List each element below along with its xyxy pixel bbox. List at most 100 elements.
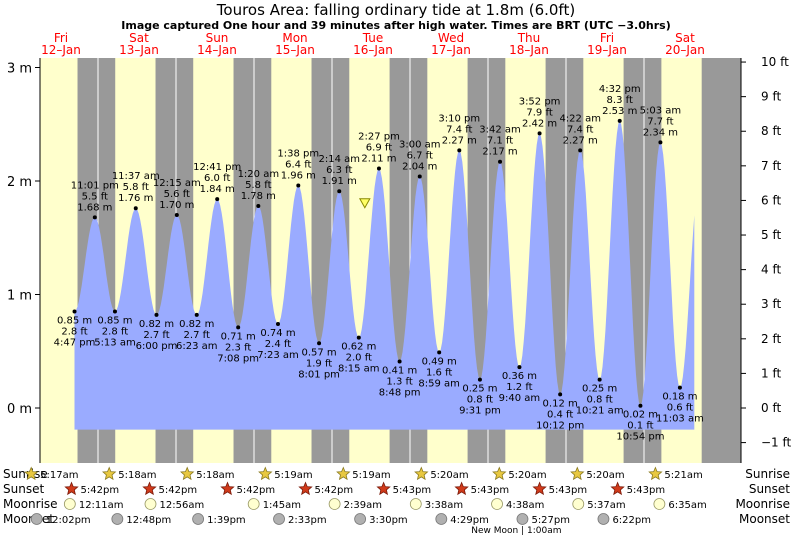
extreme-feet: 7.4 ft	[567, 124, 593, 135]
extreme-meters: 0.12 m	[543, 398, 578, 409]
extreme-feet: 2.3 ft	[225, 342, 251, 353]
extreme-meters: 0.62 m	[341, 342, 376, 353]
extreme-time: 9:31 pm	[459, 406, 501, 417]
extreme-meters: 1.68 m	[77, 202, 112, 213]
astro-row-label-right: Sunrise	[745, 467, 790, 481]
moonrise-icon	[247, 498, 260, 510]
extreme-point	[677, 385, 682, 390]
extreme-time: 3:10 pm	[438, 113, 480, 124]
day-name: Sat	[129, 31, 149, 45]
extreme-meters: 1.78 m	[241, 191, 276, 202]
day-name: Tue	[362, 31, 384, 45]
right-tick-label: 2 ft	[761, 332, 781, 346]
sunset-icon	[532, 481, 547, 496]
extreme-time: 3:42 am	[479, 125, 521, 136]
moonrise-time: 3:38am	[425, 500, 463, 511]
chart-title: Touros Area: falling ordinary tide at 1.…	[216, 1, 575, 19]
day-name: Thu	[517, 31, 541, 45]
right-tick-label: 6 ft	[761, 193, 781, 207]
extreme-point	[558, 392, 563, 397]
moonrise-time: 2:39am	[344, 500, 382, 511]
extreme-time: 4:47 pm	[54, 338, 96, 349]
sunrise-icon	[102, 466, 117, 481]
extreme-point	[498, 159, 503, 164]
moonset-icon	[273, 513, 285, 525]
extreme-meters: 0.74 m	[260, 328, 295, 339]
sunrise-icon	[492, 466, 507, 481]
extreme-point	[597, 377, 602, 382]
extreme-meters: 2.17 m	[482, 147, 517, 158]
astro-row-label-left: Sunset	[3, 482, 44, 496]
moonset-icon	[597, 513, 610, 525]
extreme-meters: 0.25 m	[582, 384, 617, 395]
sunset-icon	[64, 481, 79, 496]
extreme-point	[437, 350, 442, 355]
extreme-feet: 1.2 ft	[506, 382, 532, 393]
extreme-feet: 6.4 ft	[285, 160, 311, 171]
sunset-time: 5:42pm	[237, 485, 276, 496]
tide-area	[74, 120, 695, 430]
day-date: 15–Jan	[275, 43, 315, 57]
right-tick-label: 0 ft	[761, 401, 781, 415]
extreme-meters: 2.27 m	[563, 135, 598, 146]
right-tick-label: 1 ft	[761, 366, 781, 380]
astro-row-label-left: Moonrise	[3, 497, 58, 511]
extreme-time: 2:27 pm	[358, 132, 400, 143]
day-date: 17–Jan	[431, 43, 471, 57]
extreme-meters: 0.02 m	[623, 410, 658, 421]
sunrise-icon	[648, 466, 663, 481]
extreme-time: 3:52 pm	[519, 96, 561, 107]
extreme-time: 11:03 am	[656, 414, 704, 425]
extreme-time: 8:59 am	[418, 378, 460, 389]
extreme-meters: 2.34 m	[643, 127, 678, 138]
extreme-time: 7:23 am	[257, 350, 299, 361]
extreme-meters: 2.27 m	[442, 135, 477, 146]
sunset-icon	[610, 481, 625, 496]
extreme-time: 11:37 am	[112, 171, 160, 182]
extreme-meters: 1.76 m	[118, 193, 153, 204]
sunrise-icon	[258, 466, 273, 481]
sunrise-time: 5:20am	[586, 470, 624, 481]
extreme-feet: 2.4 ft	[265, 339, 291, 350]
moonset-icon	[435, 513, 448, 525]
moonrise-time: 12:56am	[160, 500, 205, 511]
sunrise-icon	[570, 466, 585, 481]
extreme-meters: 0.85 m	[97, 316, 132, 327]
extreme-time: 12:15 am	[153, 178, 201, 189]
extreme-feet: 5.8 ft	[123, 182, 149, 193]
extreme-time: 4:22 am	[559, 113, 601, 124]
sunrise-icon	[414, 466, 429, 481]
extreme-time: 7:08 pm	[217, 353, 259, 364]
extreme-point	[194, 312, 199, 317]
sunrise-icon	[24, 466, 39, 481]
extreme-point	[236, 325, 241, 330]
astro-row-label-right: Sunset	[749, 482, 790, 496]
sunset-time: 5:42pm	[159, 485, 198, 496]
extreme-point	[337, 189, 342, 194]
extreme-time: 1:20 am	[238, 169, 280, 180]
moonset-icon	[30, 513, 43, 525]
extreme-feet: 7.1 ft	[487, 136, 513, 147]
extreme-meters: 0.36 m	[502, 371, 537, 382]
extreme-point	[537, 131, 542, 136]
day-band	[40, 58, 78, 463]
extreme-feet: 7.4 ft	[446, 124, 472, 135]
left-tick-label: 3 m	[7, 62, 32, 77]
left-axis-meters: 3 m 2 m 1 m 0 m	[7, 58, 41, 463]
extreme-feet: 0.8 ft	[467, 395, 493, 406]
extreme-feet: 5.8 ft	[245, 180, 271, 191]
extreme-meters: 0.18 m	[662, 392, 697, 403]
extreme-time: 2:14 am	[318, 154, 360, 165]
extreme-meters: 0.82 m	[179, 319, 214, 330]
moonset-time: 3:30pm	[369, 515, 408, 526]
moonset-time: 1:39pm	[207, 515, 246, 526]
extreme-meters: 0.85 m	[57, 316, 92, 327]
extreme-point	[658, 140, 663, 145]
day-date: 19–Jan	[587, 43, 627, 57]
extreme-point	[215, 197, 220, 202]
moonrise-icon	[491, 498, 503, 510]
extreme-point	[133, 206, 138, 211]
extreme-meters: 0.71 m	[221, 331, 256, 342]
extreme-point	[397, 359, 402, 364]
